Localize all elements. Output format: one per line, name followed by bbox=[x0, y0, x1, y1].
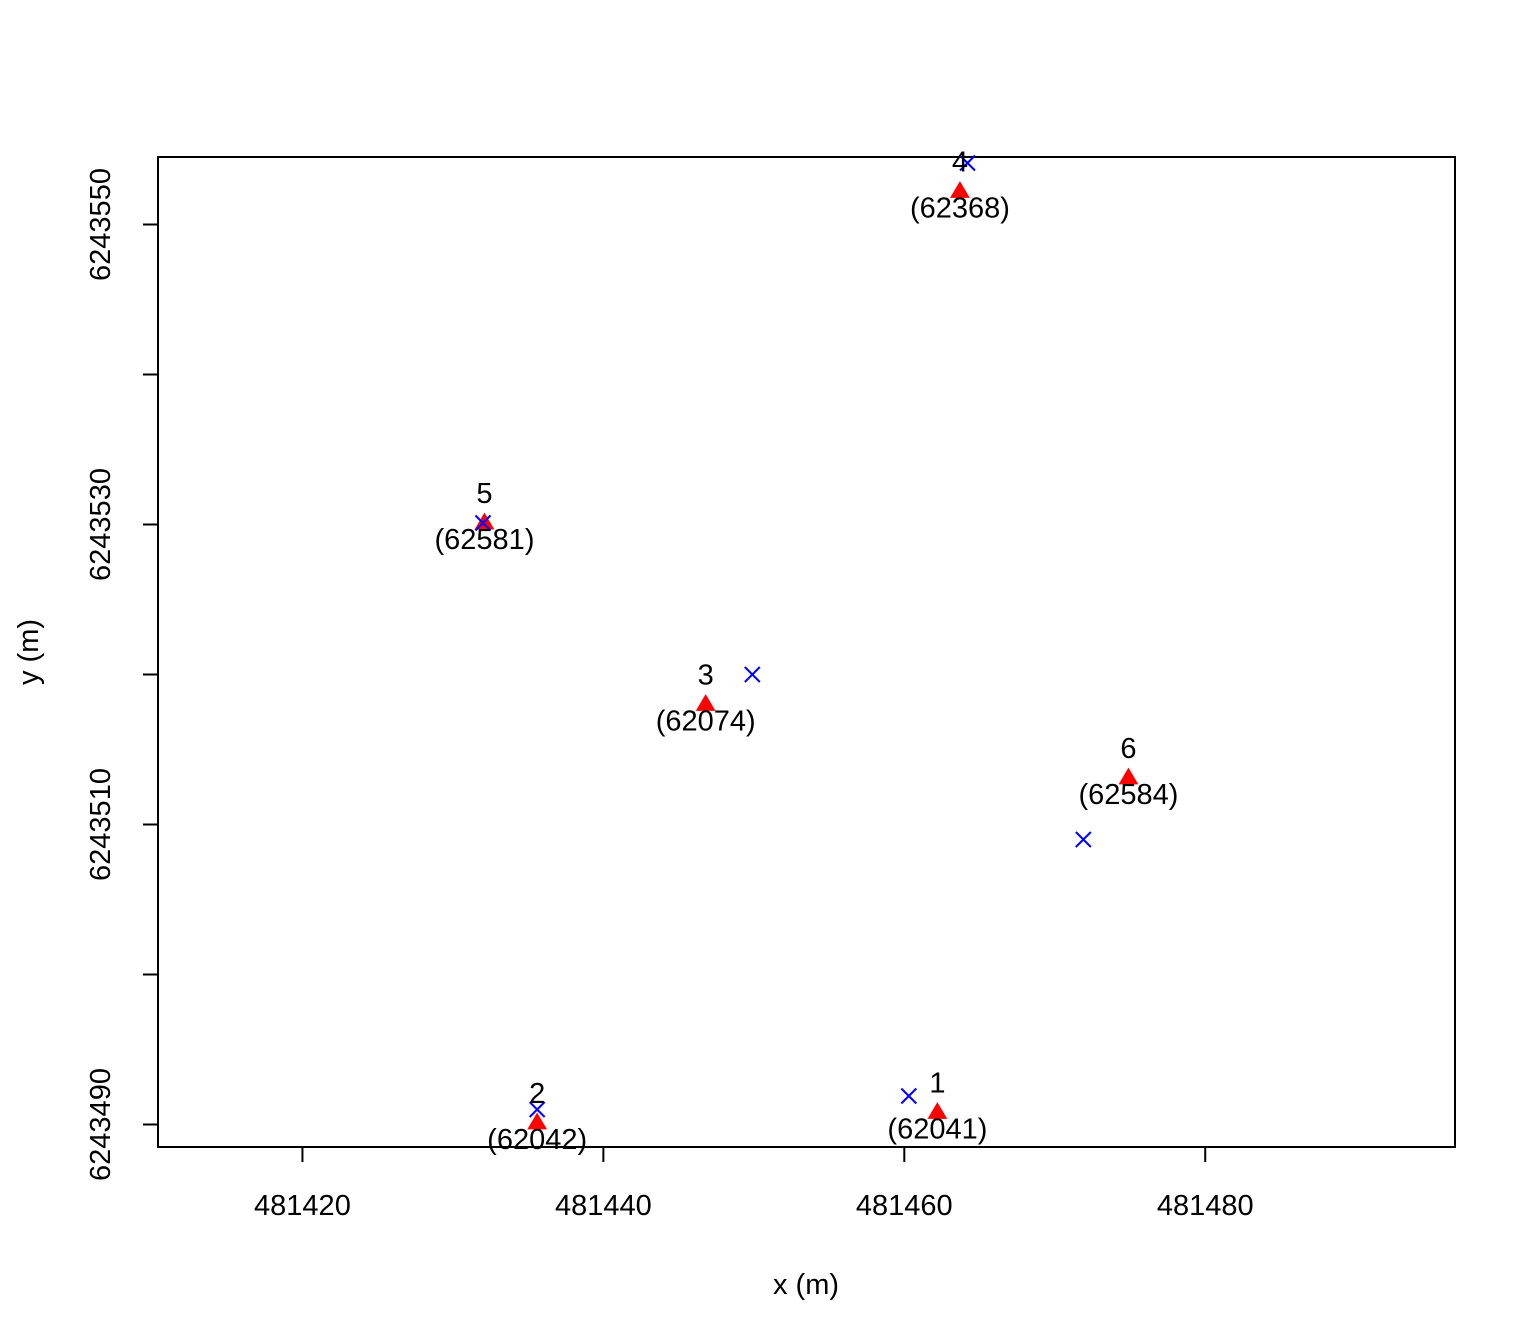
blue-cross-point bbox=[474, 514, 492, 532]
x-tick-label: 481480 bbox=[1157, 1190, 1254, 1222]
point-number-label: 1 bbox=[929, 1068, 945, 1100]
cross-stroke bbox=[744, 666, 761, 683]
point-number-label: 5 bbox=[476, 478, 492, 510]
x-tick-label: 481440 bbox=[555, 1190, 652, 1222]
y-tick-label: 6243530 bbox=[85, 468, 117, 581]
y-tick-label: 6243550 bbox=[85, 168, 117, 281]
red-triangle-point bbox=[527, 1112, 548, 1130]
point-labels: 1 (62041) 2 (62042) 3 (62074) 4 (62368) 5 (62581)… bbox=[435, 147, 1179, 1157]
cross-stroke bbox=[474, 514, 492, 532]
red-triangle-point bbox=[927, 1102, 948, 1119]
y-tick-label: 6243510 bbox=[85, 768, 117, 881]
blue-cross-series bbox=[474, 154, 1092, 1118]
point-id-label: (62042) bbox=[487, 1124, 587, 1156]
point-number-label: 2 bbox=[529, 1078, 545, 1110]
point-id-label: (62368) bbox=[910, 193, 1010, 225]
x-axis-label: x (m) bbox=[773, 1269, 839, 1301]
point-number-label: 4 bbox=[952, 147, 968, 179]
y-axis-label: y (m) bbox=[13, 619, 45, 685]
point-id-label: (62581) bbox=[435, 524, 535, 556]
point-id-label: (62041) bbox=[887, 1114, 987, 1146]
cross-stroke bbox=[1075, 831, 1092, 848]
blue-cross-point bbox=[1075, 831, 1092, 848]
cross-stroke bbox=[959, 154, 976, 172]
x-tick-label: 481420 bbox=[254, 1190, 351, 1222]
y-tick-label: 6243490 bbox=[85, 1068, 117, 1181]
cross-stroke bbox=[900, 1087, 918, 1105]
red-triangle-point bbox=[950, 181, 970, 198]
point-id-label: (62074) bbox=[656, 706, 756, 738]
x-tick-label: 481460 bbox=[856, 1190, 953, 1222]
blue-cross-point bbox=[528, 1101, 546, 1118]
x-axis: 481420 481440 481460 481480 bbox=[254, 1146, 1254, 1222]
plot-frame bbox=[157, 156, 1456, 1148]
blue-cross-point bbox=[900, 1087, 918, 1105]
point-number-label: 6 bbox=[1120, 733, 1136, 765]
point-id-label: (62584) bbox=[1079, 779, 1179, 811]
point-number-label: 3 bbox=[698, 660, 714, 692]
red-triangle-point bbox=[695, 694, 716, 711]
cross-stroke bbox=[528, 1101, 546, 1118]
blue-cross-point bbox=[959, 154, 976, 172]
red-triangle-point bbox=[1118, 767, 1139, 785]
red-triangle-series bbox=[474, 181, 1139, 1130]
blue-cross-point bbox=[744, 666, 761, 683]
y-axis: 6243490 6243510 6243530 6243550 bbox=[85, 168, 159, 1181]
